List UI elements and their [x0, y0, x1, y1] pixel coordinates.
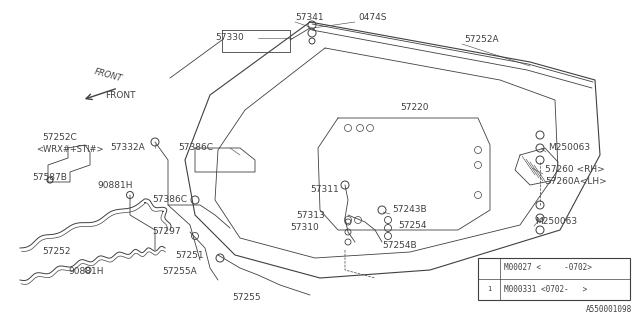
- Text: M250063: M250063: [548, 143, 590, 153]
- Text: 90881H: 90881H: [68, 268, 104, 276]
- Text: FRONT: FRONT: [93, 67, 123, 83]
- Text: 57243B: 57243B: [392, 205, 427, 214]
- Text: 57313: 57313: [296, 211, 324, 220]
- Text: 57386C: 57386C: [178, 143, 213, 153]
- Text: 57311: 57311: [310, 186, 339, 195]
- Text: 57220: 57220: [400, 103, 429, 113]
- Text: M250063: M250063: [535, 218, 577, 227]
- Text: 57252C: 57252C: [42, 133, 77, 142]
- Text: 57260 <RH>: 57260 <RH>: [545, 165, 605, 174]
- Text: 1: 1: [487, 286, 491, 292]
- Text: 57255: 57255: [232, 293, 260, 302]
- Text: M000331 <0702-   >: M000331 <0702- >: [504, 284, 588, 293]
- Text: 90881H: 90881H: [97, 180, 132, 189]
- Text: 57297: 57297: [152, 228, 180, 236]
- Text: 57252: 57252: [42, 247, 70, 257]
- Text: 57251: 57251: [175, 251, 204, 260]
- Text: 57341: 57341: [295, 13, 324, 22]
- Text: 0474S: 0474S: [358, 13, 387, 22]
- Text: 57254: 57254: [398, 220, 426, 229]
- Text: <WRX#+STI#>: <WRX#+STI#>: [36, 146, 104, 155]
- Text: A550001098: A550001098: [586, 305, 632, 314]
- Text: M00027 <     -0702>: M00027 < -0702>: [504, 263, 592, 273]
- Text: 57330: 57330: [215, 34, 244, 43]
- Text: 57260A<LH>: 57260A<LH>: [545, 178, 607, 187]
- Text: 57587B: 57587B: [32, 173, 67, 182]
- Text: 57332A: 57332A: [110, 143, 145, 153]
- Text: 57252A: 57252A: [464, 36, 499, 44]
- Text: 57386C: 57386C: [152, 196, 187, 204]
- Text: 57254B: 57254B: [382, 241, 417, 250]
- Bar: [478, 258, 630, 300]
- Text: FRONT: FRONT: [105, 92, 136, 100]
- Text: 57255A: 57255A: [162, 268, 196, 276]
- Text: 57310: 57310: [290, 223, 319, 233]
